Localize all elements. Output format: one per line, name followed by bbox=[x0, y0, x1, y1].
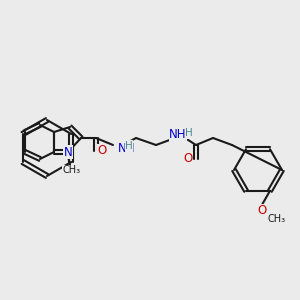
Text: CH₃: CH₃ bbox=[268, 214, 286, 224]
Text: H: H bbox=[125, 141, 133, 151]
Text: O: O bbox=[183, 152, 193, 166]
Text: NH: NH bbox=[169, 128, 187, 142]
Text: NH: NH bbox=[118, 142, 136, 154]
Text: O: O bbox=[257, 204, 267, 217]
Text: H: H bbox=[185, 128, 193, 138]
Text: N: N bbox=[64, 146, 72, 158]
Text: CH₃: CH₃ bbox=[63, 165, 81, 175]
Text: O: O bbox=[98, 145, 106, 158]
